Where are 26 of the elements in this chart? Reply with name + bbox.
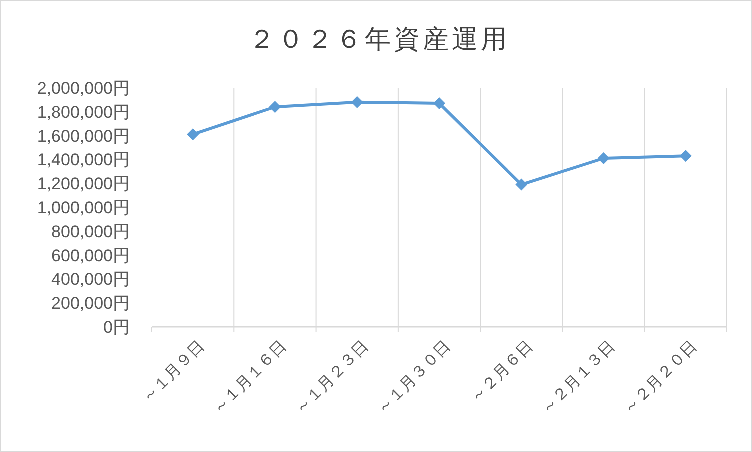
x-tick-label: ～２月６日: [468, 338, 536, 406]
x-tick-label: ～１月１６日: [210, 338, 290, 418]
x-tick-label: ～２月１３日: [538, 338, 619, 418]
x-tick-label: ～１月２３日: [292, 338, 372, 418]
y-tick-label: 400,000円: [52, 270, 130, 290]
point: [516, 178, 528, 191]
y-tick-label: 1,600,000円: [37, 126, 130, 146]
y-tick-label: 800,000円: [52, 222, 130, 242]
point: [269, 101, 282, 114]
point: [351, 96, 364, 108]
y-tick-label: 600,000円: [52, 246, 130, 266]
y-tick-label: 1,800,000円: [37, 102, 130, 122]
x-tick-label: ～１月９日: [139, 338, 208, 406]
point: [434, 98, 446, 110]
y-tick-label: 1,400,000円: [37, 150, 130, 170]
y-tick-label: 200,000円: [52, 294, 130, 314]
x-tick-label: ～１月３０日: [374, 338, 454, 418]
y-tick-label: 2,000,000円: [37, 79, 130, 98]
x-tick-label: ～２月２０日: [620, 338, 701, 418]
y-tick-label: 1,200,000円: [37, 174, 130, 194]
chart-title: ２０２６年資産運用: [249, 24, 510, 54]
point: [598, 152, 610, 165]
point: [187, 128, 200, 141]
point: [680, 150, 692, 162]
y-tick-label: 0円: [104, 318, 130, 337]
y-tick-label: 1,000,000円: [37, 198, 130, 218]
